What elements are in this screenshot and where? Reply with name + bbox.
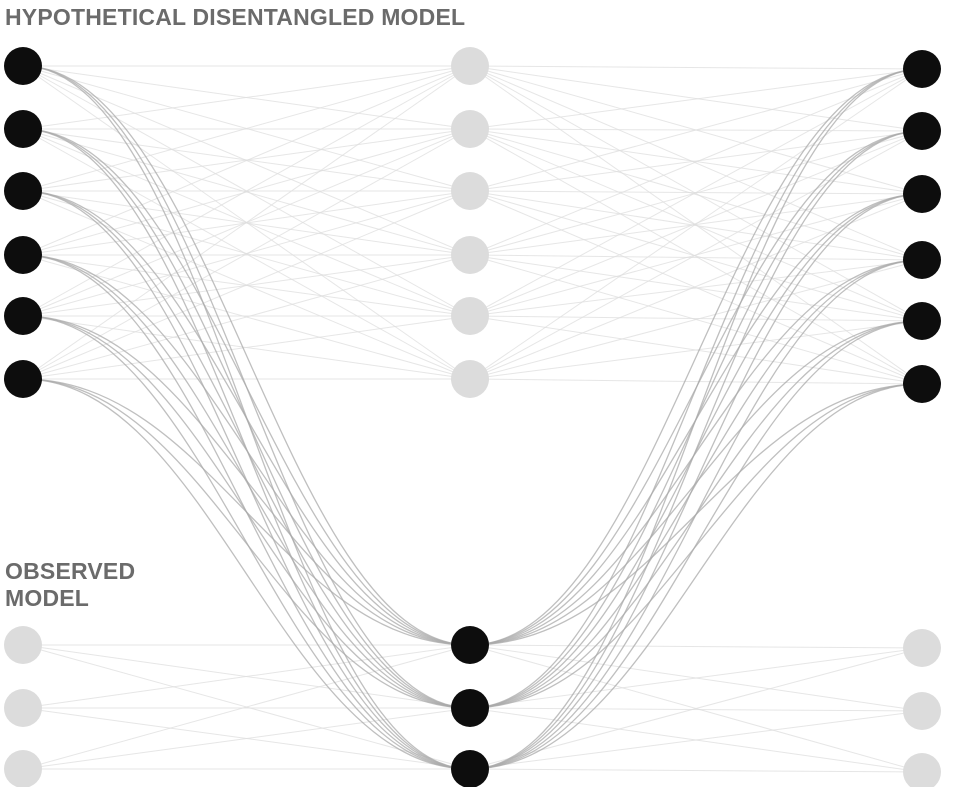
active-edge <box>469 259 923 770</box>
observed-middle-node <box>451 750 489 787</box>
active-edges <box>22 65 923 770</box>
observed-left-node <box>4 750 42 787</box>
faint-edge <box>469 68 923 256</box>
faint-edge <box>22 315 471 380</box>
faint-edge <box>469 647 923 709</box>
active-edge <box>469 68 923 770</box>
hypothetical-middle-node <box>451 110 489 148</box>
observed-model-label: OBSERVED MODEL <box>5 558 135 612</box>
active-edge <box>22 254 471 646</box>
hypothetical-middle-node <box>451 47 489 85</box>
faint-edge <box>22 190 471 380</box>
faint-edge <box>469 65 923 261</box>
faint-edge <box>469 128 923 261</box>
active-edge <box>22 65 471 646</box>
faint-edge <box>469 707 923 712</box>
hypothetical-left-node <box>4 47 42 85</box>
faint-edge <box>469 315 923 322</box>
faint-edge <box>469 68 923 192</box>
active-edge <box>469 193 923 770</box>
faint-edge <box>22 128 471 256</box>
hypothetical-left-node <box>4 297 42 335</box>
hypothetical-right-node <box>903 112 941 150</box>
active-edge <box>469 320 923 770</box>
hypothetical-middle-node <box>451 172 489 210</box>
faint-edge <box>469 193 923 380</box>
faint-edge <box>22 644 471 709</box>
faint-edge <box>22 644 471 770</box>
faint-edge <box>469 378 923 385</box>
hypothetical-right-node <box>903 175 941 213</box>
observed-label-line1: OBSERVED <box>5 558 136 584</box>
active-edge <box>22 378 471 770</box>
faint-edge <box>22 65 471 380</box>
active-edge <box>22 378 471 646</box>
faint-edge <box>469 320 923 380</box>
faint-edge <box>22 65 471 317</box>
nodes <box>4 47 941 787</box>
hypothetical-middle-node <box>451 360 489 398</box>
faint-edge <box>469 254 923 261</box>
faint-edge <box>469 68 923 130</box>
active-edge <box>22 190 471 646</box>
active-edge <box>469 259 923 709</box>
faint-edge <box>469 190 923 322</box>
observed-right-node <box>903 692 941 730</box>
hypothetical-right-node <box>903 302 941 340</box>
active-edge <box>22 315 471 646</box>
active-edge <box>469 259 923 646</box>
faint-edge <box>469 647 923 770</box>
faint-edges <box>22 65 923 773</box>
faint-edge <box>469 710 923 770</box>
faint-edge <box>22 128 471 380</box>
active-edge <box>469 68 923 709</box>
faint-edge <box>469 65 923 70</box>
observed-left-node <box>4 626 42 664</box>
faint-edge <box>469 190 923 261</box>
active-edge <box>22 128 471 646</box>
observed-middle-node <box>451 689 489 727</box>
active-edge <box>469 130 923 770</box>
faint-edge <box>469 130 923 192</box>
observed-label-line2: MODEL <box>5 585 90 611</box>
observed-right-node <box>903 753 941 787</box>
faint-edge <box>469 644 923 649</box>
observed-left-node <box>4 689 42 727</box>
hypothetical-left-node <box>4 110 42 148</box>
faint-edge <box>469 68 923 317</box>
observed-right-node <box>903 629 941 667</box>
faint-edge <box>22 254 471 380</box>
faint-edge <box>22 65 471 192</box>
faint-edge <box>469 68 923 380</box>
active-edge <box>469 383 923 770</box>
hypothetical-left-node <box>4 360 42 398</box>
hypothetical-model-label: HYPOTHETICAL DISENTANGLED MODEL <box>5 4 466 30</box>
faint-edge <box>469 259 923 317</box>
hypothetical-right-node <box>903 50 941 88</box>
active-edge <box>22 378 471 709</box>
observed-middle-node <box>451 626 489 664</box>
hypothetical-middle-node <box>451 236 489 274</box>
hypothetical-right-node <box>903 241 941 279</box>
faint-edge <box>22 65 471 130</box>
faint-edge <box>469 259 923 380</box>
faint-edge <box>22 707 471 770</box>
faint-edge <box>469 768 923 773</box>
faint-edge <box>469 130 923 380</box>
hypothetical-left-node <box>4 172 42 210</box>
hypothetical-left-node <box>4 236 42 274</box>
active-edge <box>469 68 923 646</box>
hypothetical-right-node <box>903 365 941 403</box>
hypothetical-middle-node <box>451 297 489 335</box>
